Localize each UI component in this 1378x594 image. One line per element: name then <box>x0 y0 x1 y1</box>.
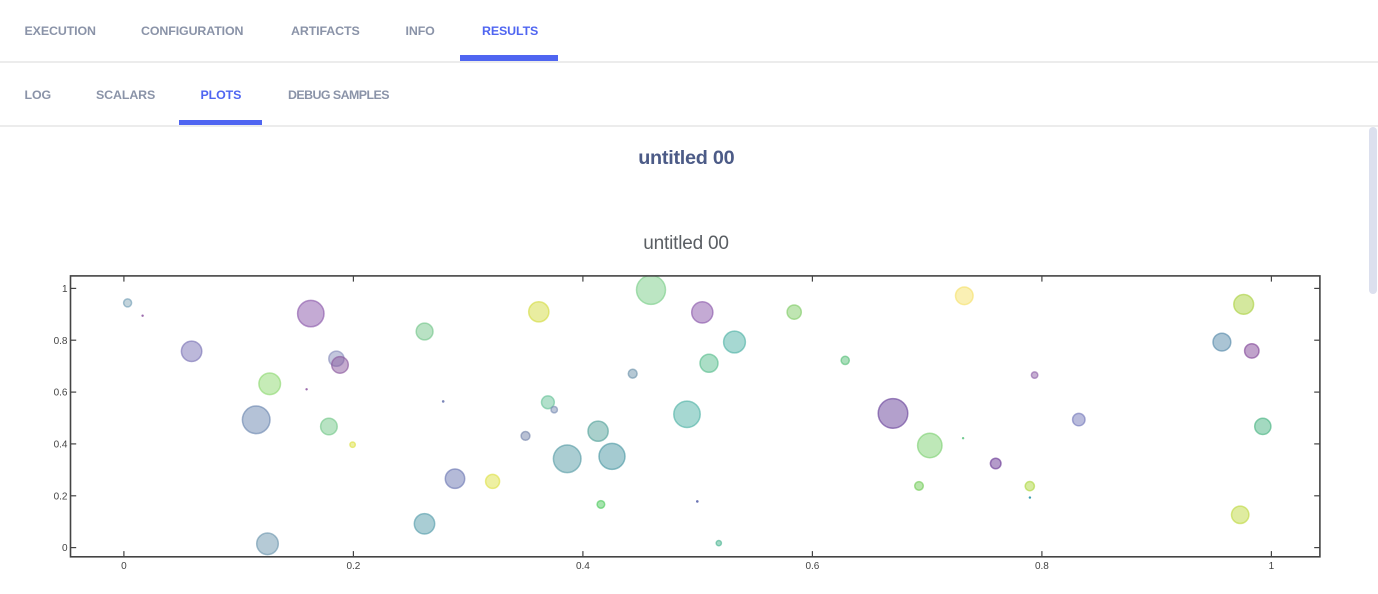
svg-text:0.2: 0.2 <box>54 491 68 502</box>
svg-text:0.6: 0.6 <box>805 561 819 572</box>
svg-text:1: 1 <box>62 284 68 295</box>
svg-text:0.4: 0.4 <box>576 561 590 572</box>
svg-text:0: 0 <box>62 543 68 554</box>
svg-text:0.2: 0.2 <box>346 561 360 572</box>
svg-text:0: 0 <box>121 561 127 572</box>
svg-text:0.8: 0.8 <box>54 336 68 347</box>
svg-text:0.4: 0.4 <box>54 440 68 451</box>
svg-text:0.6: 0.6 <box>54 388 68 399</box>
svg-text:0.8: 0.8 <box>1035 561 1049 572</box>
svg-text:1: 1 <box>1269 561 1275 572</box>
